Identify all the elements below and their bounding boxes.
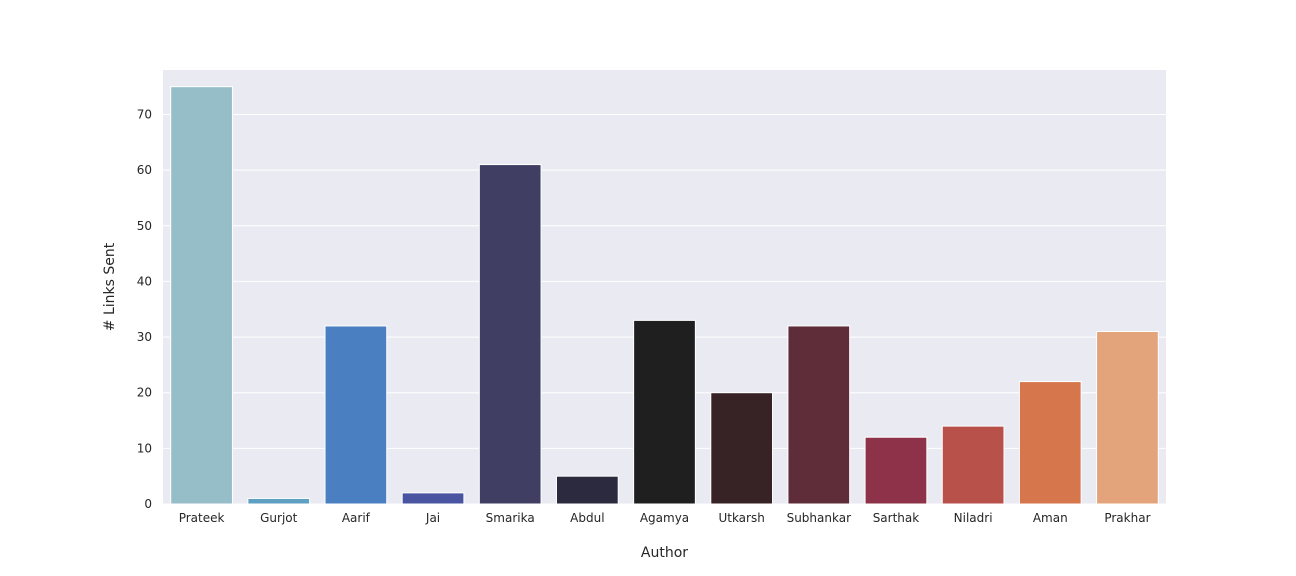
bar-jai (401, 492, 465, 505)
x-tick-label-prateek: Prateek (179, 511, 225, 525)
x-tick-labels: Prateek Gurjot Aarif Jai Smarika Abdul Agamya U… (179, 511, 1151, 525)
y-tick-label: 40 (137, 274, 152, 288)
x-tick-label-jai: Jai (425, 511, 440, 525)
bar-abdul (555, 475, 619, 505)
bar-niladri (941, 425, 1005, 505)
y-tick-label: 20 (137, 386, 152, 400)
bar-sarthak (864, 436, 928, 505)
y-tick-label: 50 (137, 219, 152, 233)
bar-smarika (478, 164, 542, 505)
bar-prakhar (1096, 331, 1159, 505)
x-tick-label-aarif: Aarif (342, 511, 371, 525)
bar-aman (1018, 381, 1082, 505)
bar-subhankar (787, 325, 851, 505)
bar-agamya (633, 319, 696, 505)
x-tick-label-niladri: Niladri (954, 511, 993, 525)
x-tick-label-sarthak: Sarthak (873, 511, 920, 525)
y-tick-label: 10 (137, 441, 152, 455)
x-tick-label-gurjot: Gurjot (260, 511, 298, 525)
bar-utkarsh (710, 392, 774, 505)
bar-aarif (324, 325, 388, 505)
bar-prateek (170, 86, 233, 505)
bar-gurjot (247, 497, 311, 505)
bars (170, 86, 1159, 505)
y-tick-label: 0 (144, 497, 152, 511)
x-tick-label-prakhar: Prakhar (1104, 511, 1150, 525)
x-axis-label: Author (641, 545, 688, 561)
x-tick-label-agamya: Agamya (640, 511, 689, 525)
y-axis-label: # Links Sent (102, 242, 118, 331)
y-tick-labels: 0 10 20 30 40 50 60 70 (137, 108, 152, 511)
x-tick-label-subhankar: Subhankar (787, 511, 851, 525)
y-tick-label: 30 (137, 330, 152, 344)
x-tick-label-aman: Aman (1033, 511, 1068, 525)
x-tick-label-utkarsh: Utkarsh (718, 511, 764, 525)
y-tick-label: 70 (137, 108, 152, 122)
x-tick-label-abdul: Abdul (570, 511, 604, 525)
y-tick-label: 60 (137, 163, 152, 177)
x-tick-label-smarika: Smarika (486, 511, 535, 525)
